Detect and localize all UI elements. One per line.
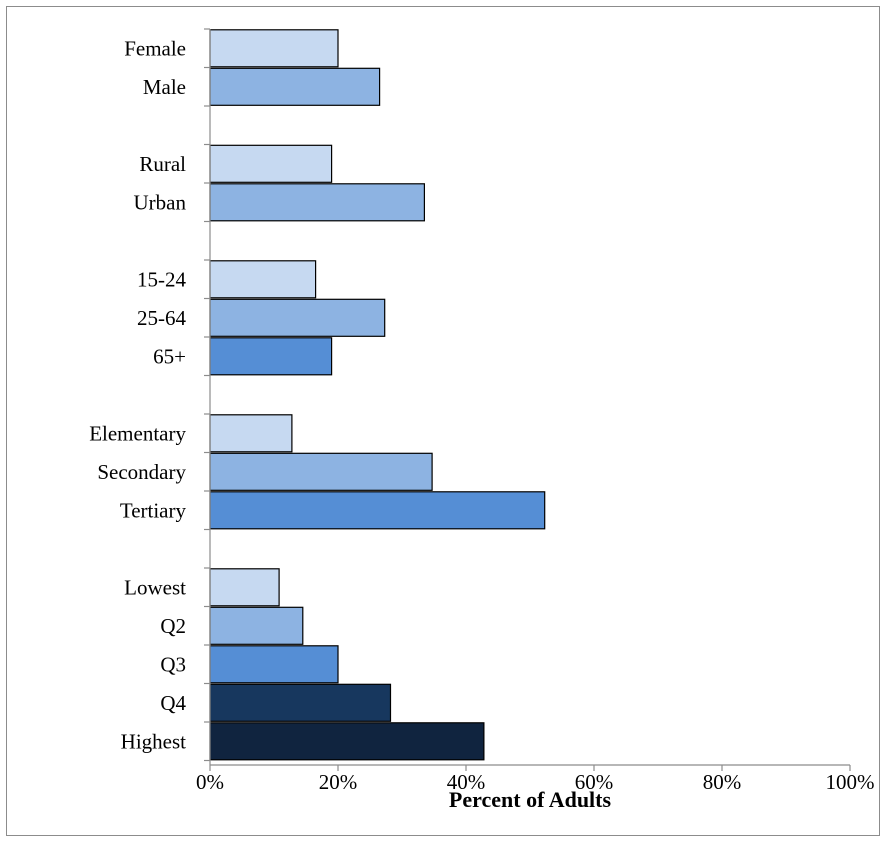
x-tick-label: 100% xyxy=(826,770,875,794)
bar-rural xyxy=(209,144,333,183)
category-label: 25-64 xyxy=(137,306,186,330)
x-tick-label: 20% xyxy=(319,770,358,794)
bar-25-64 xyxy=(209,298,386,337)
category-label: Highest xyxy=(121,729,186,753)
bar-15-24 xyxy=(209,260,317,299)
bar-male xyxy=(209,67,381,106)
bar-female xyxy=(209,29,339,68)
category-label: Male xyxy=(143,75,186,99)
axis-layer xyxy=(204,28,851,771)
bar-q2 xyxy=(209,606,304,645)
bar-highest xyxy=(209,722,485,761)
bar-tertiary xyxy=(209,491,546,530)
bar-secondary xyxy=(209,452,433,491)
category-label: 15-24 xyxy=(137,267,186,291)
category-label: Q2 xyxy=(160,614,186,638)
bars-layer xyxy=(209,29,546,761)
bar-elementary xyxy=(209,414,293,453)
category-label: Q4 xyxy=(160,691,186,715)
bar-q3 xyxy=(209,645,339,684)
category-label: Lowest xyxy=(124,575,186,599)
bar-65- xyxy=(209,337,333,376)
x-tick-label: 60% xyxy=(575,770,614,794)
bar-q4 xyxy=(209,683,392,722)
labels-layer: Female Male Rural Urban 15-24 25-64 65+ Element… xyxy=(89,36,874,794)
x-tick-label: 80% xyxy=(703,770,742,794)
bar-lowest xyxy=(209,568,280,607)
category-label: Secondary xyxy=(97,460,186,484)
x-axis-title: Percent of Adults xyxy=(449,787,612,812)
chart-frame xyxy=(6,6,880,836)
category-label: Tertiary xyxy=(120,498,187,522)
x-tick-label: 0% xyxy=(196,770,224,794)
category-label: Female xyxy=(124,36,186,60)
category-label: Rural xyxy=(139,152,186,176)
x-tick-label: 40% xyxy=(447,770,486,794)
bar-urban xyxy=(209,183,425,222)
category-label: 65+ xyxy=(153,344,186,368)
category-label: Elementary xyxy=(89,421,186,445)
category-label: Q3 xyxy=(160,652,186,676)
category-label: Urban xyxy=(134,190,187,214)
